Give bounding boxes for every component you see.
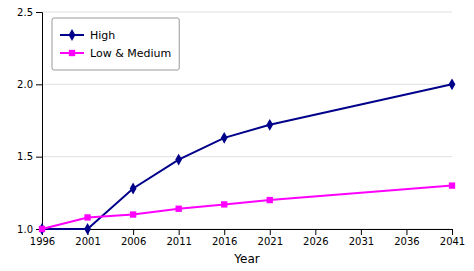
tick-mark — [452, 229, 453, 235]
x-axis: 1996 2001 2006 2011 2016 2021 2026 2031 2036 2041 — [30, 229, 465, 247]
legend-item: High — [60, 29, 115, 42]
tick-mark — [270, 229, 271, 235]
grid-line — [42, 84, 452, 85]
point — [130, 183, 137, 195]
point — [449, 182, 455, 188]
tick-label: 1996 — [30, 236, 55, 247]
legend: High Low & Medium — [52, 18, 179, 70]
tick-label: 2041 — [440, 236, 465, 247]
tick-label: 2016 — [212, 236, 237, 247]
point — [176, 206, 182, 212]
point — [175, 154, 182, 166]
point — [449, 78, 456, 90]
tick-mark — [36, 84, 42, 85]
tick: 2036 — [394, 229, 419, 247]
tick: 2021 — [258, 229, 283, 247]
tick-mark — [179, 229, 180, 235]
tick-mark — [361, 229, 362, 235]
series-line — [42, 84, 452, 229]
tick-mark — [133, 229, 134, 235]
tick-label: 2.0 — [17, 79, 33, 90]
legend-label: High — [90, 29, 115, 42]
x-axis-title: Year — [233, 252, 259, 266]
grid-line — [42, 12, 452, 13]
y-axis: 1.0 1.5 2.0 2.5 — [17, 7, 42, 235]
axis-line — [43, 230, 453, 236]
point — [39, 223, 46, 235]
tick-label: 2001 — [75, 236, 100, 247]
tick-label: 2011 — [166, 236, 191, 247]
chart: 1996 2001 2006 2011 2016 2021 2026 2031 2036 2041… — [0, 0, 474, 271]
tick-label: 2.5 — [17, 7, 33, 18]
tick: 2.0 — [17, 79, 42, 90]
tick-label: 2021 — [258, 236, 283, 247]
tick-label: 2026 — [303, 236, 328, 247]
legend-label: Low & Medium — [90, 47, 171, 60]
tick: 2026 — [303, 229, 328, 247]
tick-label: 2006 — [121, 236, 146, 247]
tick: 2006 — [121, 229, 146, 247]
point — [266, 119, 273, 131]
point — [267, 197, 273, 203]
tick: 2011 — [166, 229, 191, 247]
tick-label: 1.0 — [17, 224, 33, 235]
tick-label: 2031 — [349, 236, 374, 247]
axis-line — [36, 13, 43, 230]
series-line — [42, 186, 452, 229]
tick: 2041 — [440, 229, 465, 247]
tick-mark — [224, 229, 225, 235]
tick-mark — [36, 12, 42, 13]
legend-marker — [69, 50, 75, 56]
tick-label: 1.5 — [17, 151, 33, 162]
tick: 1.0 — [17, 224, 42, 235]
tick: 2031 — [349, 229, 374, 247]
legend-marker — [69, 29, 76, 41]
point — [39, 226, 45, 232]
point — [130, 211, 136, 217]
legend-item: Low & Medium — [60, 47, 171, 60]
point — [84, 223, 91, 235]
plot: 1996 2001 2006 2011 2016 2021 2026 2031 2036 2041… — [17, 7, 465, 247]
point — [84, 214, 90, 220]
tick: 2.5 — [17, 7, 42, 18]
tick-label: 2036 — [394, 236, 419, 247]
grid — [42, 12, 452, 229]
grid-line — [42, 156, 452, 157]
legend-box — [52, 18, 179, 70]
tick: 2016 — [212, 229, 237, 247]
tick-mark — [406, 229, 407, 235]
tick: 1.5 — [17, 151, 42, 162]
chart-container: 1996 2001 2006 2011 2016 2021 2026 2031 2036 2041… — [0, 0, 474, 271]
tick-mark — [315, 229, 316, 235]
point — [221, 132, 228, 144]
tick-mark — [36, 157, 42, 158]
marks — [39, 78, 456, 234]
point — [221, 201, 227, 207]
